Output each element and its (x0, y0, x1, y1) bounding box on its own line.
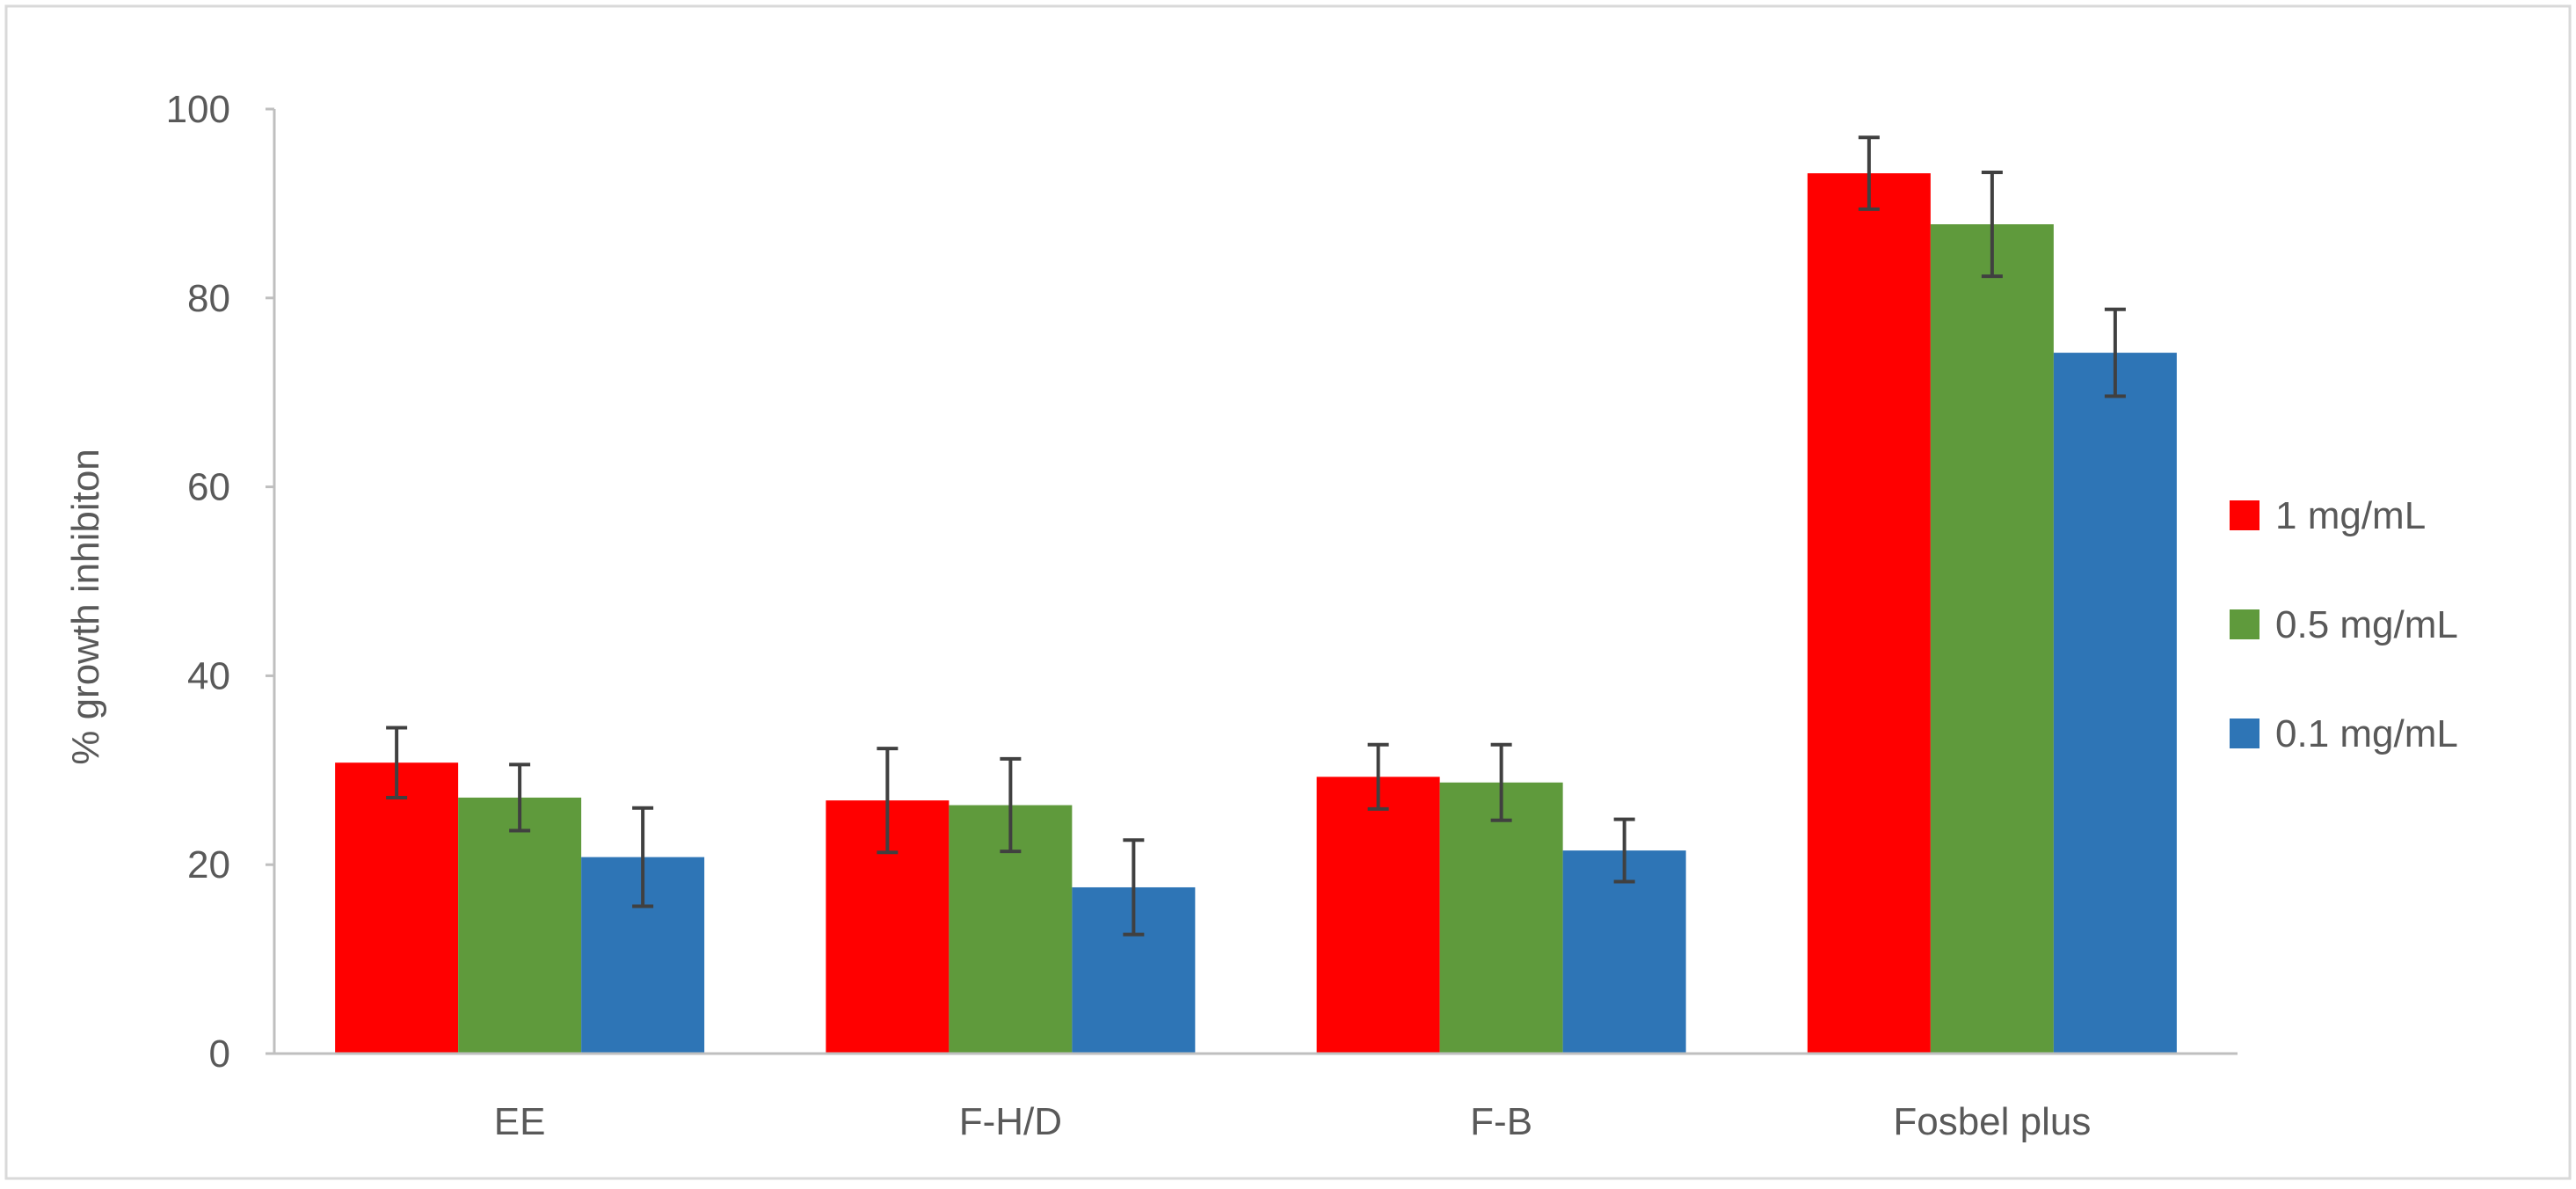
axes (266, 107, 2238, 1055)
legend-swatch (2230, 719, 2259, 748)
legend-swatch (2230, 609, 2259, 639)
bar (1807, 173, 1931, 1054)
bar (1316, 777, 1440, 1054)
y-tick-label: 60 (187, 466, 230, 509)
error-bar (1613, 817, 1635, 884)
legend-label: 0.1 mg/mL (2275, 712, 2458, 755)
bar (335, 762, 459, 1054)
x-tick-label: F-B (1470, 1100, 1532, 1143)
x-tick-label: EE (494, 1100, 546, 1143)
error-bar (1981, 170, 2003, 279)
error-bar (877, 747, 899, 855)
bar (1930, 224, 2054, 1054)
y-axis-ticks: 0 20 40 60 80 100 (166, 88, 230, 1076)
error-bar (1000, 756, 1022, 854)
error-bar (1490, 742, 1512, 822)
error-bar (1367, 742, 1389, 811)
x-tick-label: Fosbel plus (1893, 1100, 2091, 1143)
x-axis-labels: EE F-H/D F-B Fosbel plus (494, 1100, 2092, 1143)
y-tick-label: 0 (209, 1032, 230, 1076)
legend: 1 mg/mL 0.5 mg/mL 0.1 mg/mL (2230, 494, 2458, 755)
x-tick-label: F-H/D (959, 1100, 1062, 1143)
y-axis-label: % growth inhibiton (64, 449, 107, 765)
bar (1439, 782, 1563, 1054)
error-bar (1858, 135, 1880, 211)
y-tick-label: 80 (187, 277, 230, 320)
legend-swatch (2230, 500, 2259, 530)
bar (2053, 353, 2177, 1054)
error-bar (632, 806, 654, 908)
y-tick-label: 40 (187, 654, 230, 697)
legend-label: 1 mg/mL (2275, 494, 2426, 537)
error-bar (386, 726, 408, 799)
bar (458, 797, 582, 1054)
error-bar (2104, 307, 2126, 398)
y-tick-label: 100 (166, 88, 230, 131)
error-bar (509, 762, 531, 833)
error-bars (386, 135, 2126, 937)
bars (335, 173, 2177, 1054)
error-bar (1123, 838, 1145, 937)
bar (1562, 850, 1686, 1054)
y-tick-label: 20 (187, 843, 230, 886)
legend-label: 0.5 mg/mL (2275, 603, 2458, 646)
